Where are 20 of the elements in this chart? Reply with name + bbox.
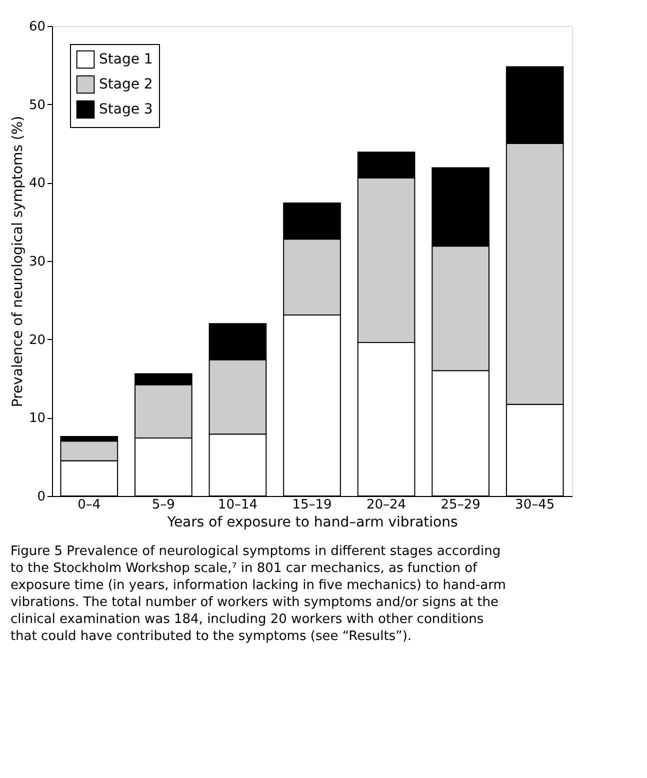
x-axis-title: Years of exposure to hand–arm vibrations <box>166 514 458 530</box>
y-tick-label: 50 <box>28 98 46 113</box>
x-tick-label: 30–45 <box>515 498 555 512</box>
legend-label: Stage 1 <box>99 52 153 68</box>
x-tick-label: 15–19 <box>292 498 332 512</box>
x-tick-label: 0–4 <box>78 498 101 512</box>
y-tick-label: 40 <box>28 176 46 192</box>
y-tick-label: 30 <box>28 254 46 270</box>
y-tick-label: 60 <box>28 20 46 34</box>
caption: Figure 5 Prevalence of neurological symptoms in different stages according to the Stockholm Workshop scale,⁷ in 801 car mechanics, as function of exposure time (in years, information lacking in five mechanics) to hand-arm vibrations. The total number of workers with symptoms and/or signs at the clinical examination was 184, including 20 workers with other conditions that could have contributed to the symptoms (see “Results”). <box>10 544 506 644</box>
legend-label: Stage 3 <box>99 102 153 118</box>
y-tick-label: 0 <box>37 490 46 504</box>
legend-label: Stage 2 <box>99 76 153 92</box>
x-tick-label: 10–14 <box>218 498 258 512</box>
x-tick-label: 25–29 <box>440 498 480 512</box>
y-tick-label: 10 <box>28 411 46 426</box>
y-axis-title: Prevalence of neurological symptoms (%) <box>10 116 26 408</box>
x-tick-label: 20–24 <box>366 498 406 512</box>
x-tick-label: 5–9 <box>152 498 175 512</box>
y-tick-label: 20 <box>28 332 46 348</box>
